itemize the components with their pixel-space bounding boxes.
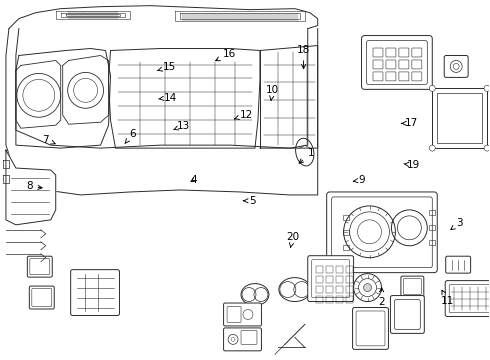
FancyBboxPatch shape <box>223 303 262 326</box>
Bar <box>345 266 353 273</box>
FancyBboxPatch shape <box>386 48 396 57</box>
FancyBboxPatch shape <box>29 286 54 309</box>
Text: 1: 1 <box>299 148 314 163</box>
FancyBboxPatch shape <box>412 60 422 69</box>
FancyBboxPatch shape <box>391 296 424 333</box>
FancyBboxPatch shape <box>30 259 50 275</box>
FancyBboxPatch shape <box>373 60 383 69</box>
Text: 20: 20 <box>286 232 299 247</box>
Text: 7: 7 <box>43 135 55 145</box>
Polygon shape <box>6 150 56 225</box>
Text: 2: 2 <box>378 288 385 307</box>
Bar <box>429 240 435 245</box>
Text: 10: 10 <box>266 85 279 100</box>
FancyBboxPatch shape <box>356 311 385 346</box>
FancyBboxPatch shape <box>32 289 52 306</box>
Text: 17: 17 <box>401 118 417 128</box>
Circle shape <box>429 85 435 91</box>
Text: 19: 19 <box>404 160 420 170</box>
FancyBboxPatch shape <box>401 276 424 297</box>
Text: 5: 5 <box>244 196 256 206</box>
Circle shape <box>429 145 435 151</box>
Text: 16: 16 <box>216 49 236 61</box>
Text: 3: 3 <box>451 218 463 230</box>
FancyBboxPatch shape <box>241 330 257 345</box>
Bar <box>343 230 348 235</box>
FancyBboxPatch shape <box>446 256 470 273</box>
Text: 15: 15 <box>157 62 176 72</box>
Text: 8: 8 <box>26 181 42 192</box>
FancyBboxPatch shape <box>223 328 262 351</box>
FancyBboxPatch shape <box>394 300 420 329</box>
Text: 18: 18 <box>297 45 310 69</box>
FancyBboxPatch shape <box>353 307 389 349</box>
Bar <box>316 296 323 302</box>
Text: 14: 14 <box>159 93 177 103</box>
Text: 13: 13 <box>173 121 190 131</box>
FancyBboxPatch shape <box>362 36 432 89</box>
Bar <box>336 276 343 283</box>
FancyBboxPatch shape <box>308 256 354 302</box>
Bar <box>429 225 435 230</box>
FancyBboxPatch shape <box>444 55 468 77</box>
Bar <box>345 296 353 302</box>
Bar <box>316 285 323 293</box>
Circle shape <box>364 284 371 292</box>
Bar <box>345 285 353 293</box>
FancyBboxPatch shape <box>403 279 421 294</box>
FancyBboxPatch shape <box>227 306 241 323</box>
Bar <box>336 285 343 293</box>
FancyBboxPatch shape <box>412 48 422 57</box>
FancyBboxPatch shape <box>327 192 437 273</box>
Bar <box>336 296 343 302</box>
Bar <box>429 210 435 215</box>
Bar <box>336 266 343 273</box>
Circle shape <box>484 85 490 91</box>
FancyBboxPatch shape <box>386 72 396 81</box>
FancyBboxPatch shape <box>399 48 409 57</box>
Bar <box>326 276 333 283</box>
FancyBboxPatch shape <box>399 72 409 81</box>
Bar <box>343 215 348 220</box>
Bar <box>326 266 333 273</box>
FancyBboxPatch shape <box>449 285 490 312</box>
Text: 12: 12 <box>234 110 253 120</box>
Text: 4: 4 <box>191 175 197 185</box>
FancyBboxPatch shape <box>386 60 396 69</box>
FancyBboxPatch shape <box>71 270 120 315</box>
Bar <box>326 285 333 293</box>
Text: 6: 6 <box>125 129 136 144</box>
Text: 11: 11 <box>441 290 454 306</box>
FancyBboxPatch shape <box>312 260 349 298</box>
Bar <box>343 245 348 250</box>
Bar <box>345 276 353 283</box>
Bar <box>316 266 323 273</box>
Bar <box>326 296 333 302</box>
FancyBboxPatch shape <box>445 280 490 316</box>
Text: 9: 9 <box>353 175 366 185</box>
Circle shape <box>484 145 490 151</box>
FancyBboxPatch shape <box>367 41 427 84</box>
FancyBboxPatch shape <box>373 48 383 57</box>
FancyBboxPatch shape <box>332 197 432 268</box>
Bar <box>316 276 323 283</box>
FancyBboxPatch shape <box>373 72 383 81</box>
FancyBboxPatch shape <box>399 60 409 69</box>
FancyBboxPatch shape <box>412 72 422 81</box>
FancyBboxPatch shape <box>27 256 52 277</box>
